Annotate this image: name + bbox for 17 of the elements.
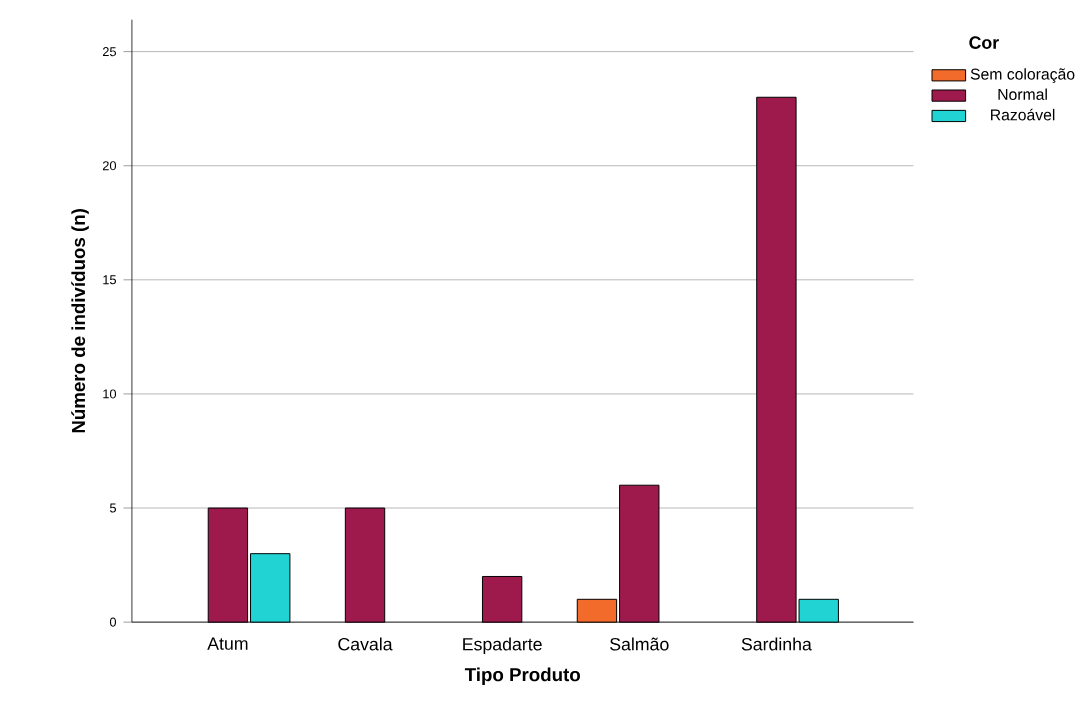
x-tick-label: Espadarte	[463, 637, 542, 655]
x-tick-label: Salmão	[610, 637, 669, 651]
legend-label: Sem coloração	[970, 68, 1075, 84]
x-tick-label: Atum	[207, 637, 248, 651]
x-axis-title: Tipo Produto	[464, 667, 580, 686]
y-tick-label: 25	[102, 47, 117, 57]
x-tick-label: Cavala	[338, 637, 393, 651]
y-axis-title: Número de indivíduos (n)	[71, 209, 89, 433]
legend-label: Normal	[998, 88, 1047, 101]
x-tick-label: Sardinha	[741, 637, 812, 651]
legend-title: Cor	[969, 36, 999, 50]
y-tick-label: 5	[109, 503, 117, 513]
y-tick-label: 20	[102, 161, 117, 171]
legend-label: Razoável	[991, 108, 1055, 121]
y-tick-label: 0	[109, 617, 117, 627]
y-tick-label: 10	[103, 389, 117, 399]
y-tick-label: 15	[103, 275, 117, 285]
